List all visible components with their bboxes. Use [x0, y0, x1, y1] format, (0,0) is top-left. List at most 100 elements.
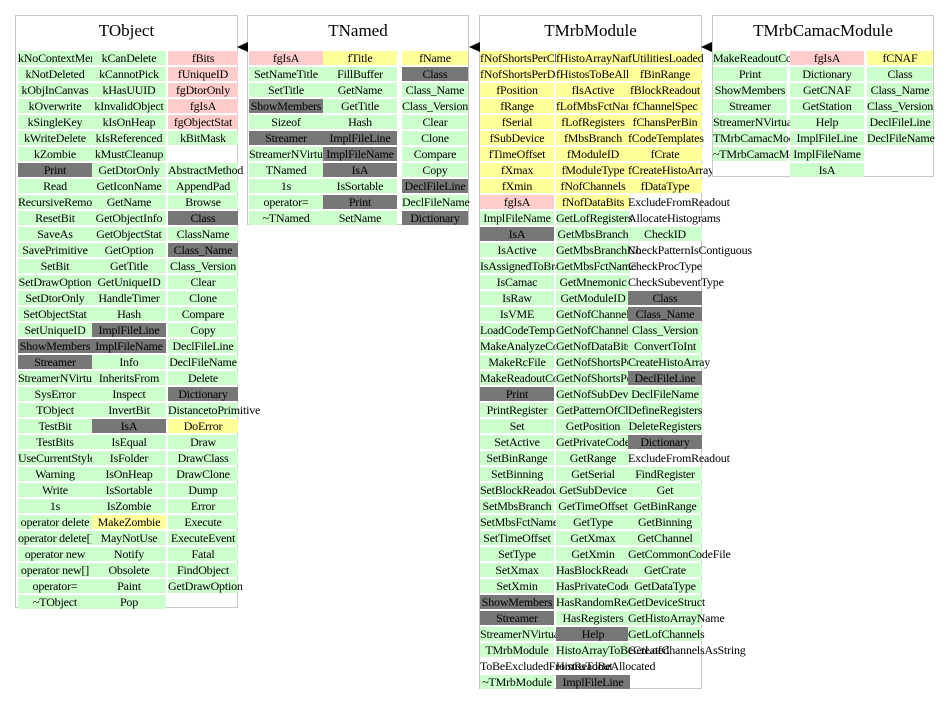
- member-cell: DeclFileLine: [402, 179, 468, 193]
- member-cell: DeleteRegisters: [628, 419, 702, 433]
- member-cell: RecursiveRemove: [18, 195, 103, 209]
- inheritance-arrow-icon: [469, 42, 480, 52]
- member-cell: SetXmin: [480, 579, 554, 593]
- member-cell: Hash: [323, 115, 397, 129]
- member-cell: fBits: [168, 51, 238, 65]
- member-column: kNoContextMenu kNotDeleted kObjInCanvas kOv…: [18, 51, 103, 611]
- member-cell: Class_Version: [402, 99, 469, 113]
- member-cell: SetDtorOnly: [18, 291, 92, 305]
- member-cell: IsZombie: [92, 499, 166, 513]
- member-cell: SetXmax: [480, 563, 554, 577]
- member-cell: CheckPatternIsContiguous: [628, 243, 752, 257]
- member-cell: Class_Name: [402, 83, 468, 97]
- member-cell: Print: [713, 67, 787, 81]
- member-cell: StreamerNVirtual: [249, 147, 332, 161]
- member-cell: IsFolder: [92, 451, 166, 465]
- member-cell: ShowMembers: [18, 339, 92, 353]
- member-cell: fCNAF: [867, 51, 933, 65]
- member-cell: SavePrimitive: [18, 243, 92, 257]
- member-column: MakeReadoutCode Print ShowMembers Streamer S…: [713, 51, 815, 163]
- member-cell: IsOnHeap: [92, 467, 166, 481]
- member-cell: HistoArrayToBeCreated: [556, 643, 669, 657]
- member-cell: StreamerNVirtual: [18, 371, 101, 385]
- member-cell: HistosToBeAllocated: [556, 659, 656, 673]
- member-cell: kBitMask: [168, 131, 238, 145]
- member-cell: Write: [18, 483, 92, 497]
- member-cell: kWriteDelete: [18, 131, 92, 145]
- member-cell: DeclFileName: [168, 355, 238, 369]
- member-cell: fHistoArrayName: [556, 51, 640, 65]
- member-cell: SetNameTitle: [249, 67, 323, 81]
- member-cell: FindObject: [168, 563, 238, 577]
- member-cell: InvertBit: [92, 403, 166, 417]
- member-cell: GetTitle: [92, 259, 166, 273]
- member-cell: Compare: [168, 307, 238, 321]
- member-cell: ImplFileLine: [790, 131, 864, 145]
- member-cell: TNamed: [249, 163, 323, 177]
- member-cell: kZombie: [18, 147, 92, 161]
- member-cell: HasBlockReadout: [556, 563, 641, 577]
- member-cell: fXmin: [480, 179, 554, 193]
- member-cell: Notify: [92, 547, 166, 561]
- member-cell: LoadCodeTemplates: [480, 323, 576, 337]
- member-cell: Clone: [168, 291, 238, 305]
- member-cell: fModuleType: [556, 163, 630, 177]
- member-cell: Class_Version: [628, 323, 702, 337]
- member-cell: ConvertToInt: [628, 339, 702, 353]
- member-cell: Info: [92, 355, 166, 369]
- member-cell: GetType: [556, 515, 630, 529]
- member-cell: Clone: [402, 131, 468, 145]
- member-cell: Print: [480, 387, 554, 401]
- member-cell: fSubDevice: [480, 131, 554, 145]
- member-cell: MakeReadoutCode: [713, 51, 803, 65]
- member-cell: kCannotPick: [92, 67, 166, 81]
- member-cell: GetTitle: [323, 99, 397, 113]
- member-cell: ResetBit: [18, 211, 92, 225]
- member-cell: ImplFileLine: [323, 131, 397, 145]
- member-cell: kObjInCanvas: [18, 83, 92, 97]
- member-cell: fXmax: [480, 163, 554, 177]
- class-box-tmrbcamacmodule: TMrbCamacModule MakeReadoutCode Print Show…: [712, 15, 935, 177]
- member-cell: TestBit: [18, 419, 92, 433]
- member-cell: SetBlockReadout: [480, 483, 561, 497]
- member-cell: fgIsA: [249, 51, 323, 65]
- member-cell: GetName: [92, 195, 166, 209]
- member-cell: SetDrawOption: [18, 275, 92, 289]
- member-cell: InheritsFrom: [92, 371, 166, 385]
- member-cell: GetMnemonic: [556, 275, 630, 289]
- member-column: fNofShortsPerChannel fNofShortsPerDatum fP…: [480, 51, 613, 691]
- member-cell: ~TNamed: [249, 211, 323, 225]
- member-cell: Draw: [168, 435, 238, 449]
- member-cell: fgIsA: [168, 99, 238, 113]
- member-cell: SetBinRange: [480, 451, 554, 465]
- member-cell: GetPosition: [556, 419, 630, 433]
- member-cell: operator delete[]: [18, 531, 95, 545]
- member-cell: GetPrivateCodeFile: [556, 435, 648, 449]
- member-cell: DeclFileLine: [628, 371, 702, 385]
- member-cell: Class: [867, 67, 933, 81]
- member-cell: FindRegister: [628, 467, 702, 481]
- member-cell: SetMbsFctName: [480, 515, 559, 529]
- member-cell: GetModuleID: [556, 291, 630, 305]
- member-cell: ImplFileName: [790, 147, 864, 161]
- member-cell: GetOption: [92, 243, 166, 257]
- member-cell: Help: [790, 115, 864, 129]
- member-cell: kOverwrite: [18, 99, 92, 113]
- member-cell: fBinRange: [628, 67, 702, 81]
- member-cell: ImplFileName: [323, 147, 397, 161]
- member-cell: GetNofChannelsUsed: [556, 323, 658, 337]
- member-cell: MakeRcFile: [480, 355, 554, 369]
- member-cell: IsA: [790, 163, 864, 177]
- member-cell: ImplFileName: [92, 339, 166, 353]
- member-cell: fCreateHistoArray: [628, 163, 714, 177]
- member-cell: GetUniqueID: [92, 275, 166, 289]
- member-cell: AbstractMethod: [168, 163, 244, 177]
- member-cell: fUniqueID: [168, 67, 238, 81]
- member-cell: fNofShortsPerDatum: [480, 67, 579, 81]
- member-cell: fgDtorOnly: [168, 83, 238, 97]
- member-cell: MakeReadoutCode: [480, 371, 570, 385]
- member-cell: GetXmin: [556, 547, 630, 561]
- member-cell: GetName: [323, 83, 397, 97]
- class-title: TNamed: [328, 21, 388, 40]
